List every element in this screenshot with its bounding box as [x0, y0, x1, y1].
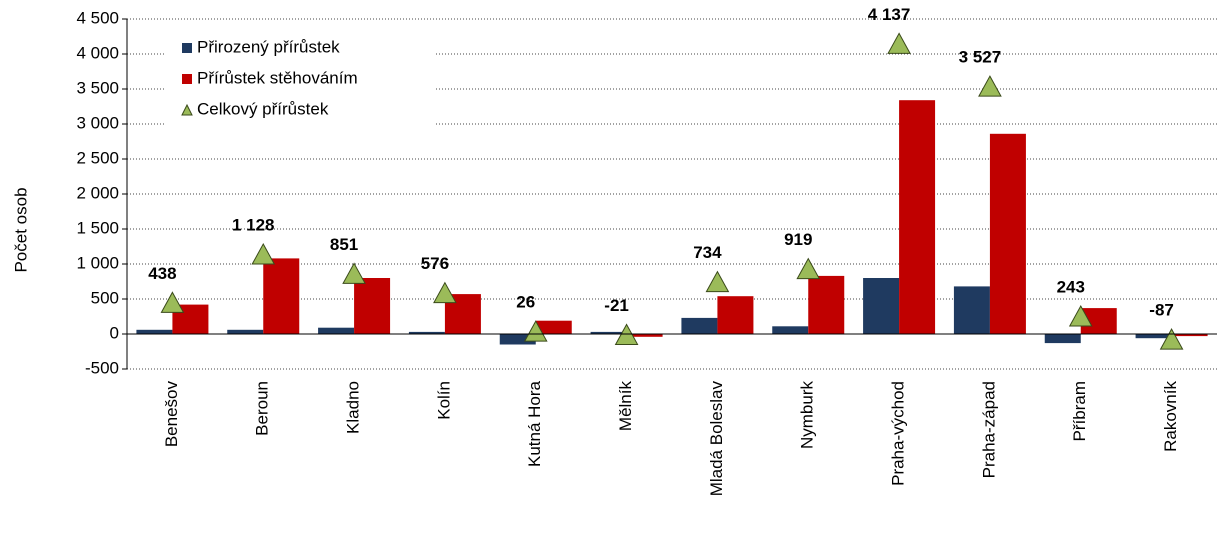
marker: [1068, 304, 1093, 327]
data-label: 1 128: [232, 216, 275, 235]
data-label: 919: [784, 230, 812, 249]
x-tick-label: Nymburk: [798, 381, 817, 450]
y-tick-label: 500: [91, 288, 119, 307]
bar: [227, 329, 264, 334]
x-tick-label: Mělník: [616, 381, 635, 432]
y-tick-label: 4 500: [76, 8, 119, 27]
y-tick-label: 3 500: [76, 78, 119, 97]
x-tick-label: Praha-východ: [889, 381, 908, 486]
bar: [535, 320, 572, 334]
y-tick-label: -500: [85, 358, 119, 377]
y-axis-label: Počet osob: [11, 187, 30, 272]
marker: [1159, 328, 1184, 350]
y-tick-label: 1 500: [76, 218, 119, 237]
bar: [136, 329, 173, 334]
marker: [160, 291, 185, 313]
data-label: 576: [421, 254, 449, 273]
y-tick-label: 1 000: [76, 253, 119, 272]
bar: [354, 278, 391, 334]
bar: [808, 275, 845, 334]
bar: [626, 334, 663, 337]
data-label: 4 137: [868, 5, 911, 24]
marker: [705, 270, 730, 293]
bar: [989, 133, 1026, 334]
bar: [263, 258, 300, 334]
marker: [523, 320, 548, 342]
marker: [796, 257, 821, 280]
bar: [499, 334, 536, 345]
x-tick-label: Kolín: [434, 381, 453, 420]
bar: [772, 326, 809, 334]
data-label: 851: [330, 235, 358, 254]
data-label: 438: [148, 264, 176, 283]
marker: [342, 262, 366, 284]
marker: [887, 32, 911, 54]
bar: [1171, 334, 1208, 337]
bar: [408, 331, 445, 334]
x-tick-label: Mladá Boleslav: [707, 381, 726, 497]
bar: [953, 286, 990, 334]
data-label: -87: [1149, 301, 1174, 320]
bar: [1135, 334, 1172, 339]
bar: [863, 278, 900, 334]
legend-label: Celkový přírůstek: [197, 99, 329, 118]
bar: [1044, 334, 1081, 344]
marker: [433, 281, 457, 304]
marker: [251, 243, 276, 265]
x-tick-label: Praha-západ: [979, 381, 998, 478]
data-label: 3 527: [959, 48, 1002, 67]
legend-label: Přírůstek stěhováním: [197, 68, 358, 87]
x-tick-label: Kladno: [344, 381, 363, 434]
legend-marker: [181, 103, 193, 116]
x-tick-label: Benešov: [162, 381, 181, 448]
legend-label: Přirozený přírůstek: [197, 37, 340, 56]
legend-bg: [165, 30, 435, 140]
legend-marker: [182, 74, 192, 84]
x-tick-label: Kutná Hora: [525, 380, 544, 467]
bar: [318, 327, 355, 334]
y-tick-label: 3 000: [76, 113, 119, 132]
data-label: 26: [516, 293, 535, 312]
y-tick-label: 2 000: [76, 183, 119, 202]
y-tick-label: 4 000: [76, 43, 119, 62]
y-tick-label: 0: [110, 323, 119, 342]
x-tick-label: Příbram: [1070, 381, 1089, 441]
bar: [899, 100, 936, 334]
legend-marker: [182, 43, 192, 53]
marker: [978, 75, 1002, 97]
data-label: -21: [604, 296, 629, 315]
bar: [681, 317, 718, 334]
x-tick-label: Beroun: [253, 381, 272, 436]
bar: [590, 331, 627, 334]
data-label: 243: [1057, 277, 1085, 296]
x-tick-label: Rakovník: [1161, 381, 1180, 452]
data-label: 734: [693, 243, 722, 262]
y-tick-label: 2 500: [76, 148, 119, 167]
bar: [717, 296, 754, 334]
